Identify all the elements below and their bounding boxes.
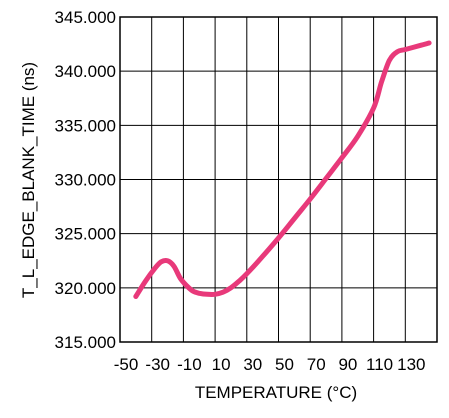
x-tick-label: 110 [366,355,393,374]
x-tick-label: -30 [145,355,170,374]
y-tick-label: 320.000 [55,279,116,298]
y-tick-label: 345.000 [55,8,116,27]
y-tick-label: 325.000 [55,225,116,244]
x-axis-title: TEMPERATURE (°C) [195,383,357,402]
y-tick-label: 335.000 [55,116,116,135]
series-layer [133,40,432,299]
y-tick-labels: 315.000 320.000 325.000 330.000 335.000 340.0… [55,8,116,352]
series-line [133,40,432,299]
y-axis-title: T_L_EDGE_BLANK_TIME (ns) [19,62,38,298]
y-tick-label: 330.000 [55,171,116,190]
x-tick-label: 50 [275,355,294,374]
y-tick-label: 340.000 [55,62,116,81]
y-tick-label: 315.000 [55,333,116,352]
x-tick-label: 70 [307,355,326,374]
x-tick-labels: -50 -30 -10 10 30 50 70 90 110 130 [114,355,426,374]
x-tick-label: 130 [397,355,425,374]
x-tick-label: -50 [114,355,139,374]
x-tick-label: 10 [212,355,231,374]
x-tick-label: 90 [338,355,357,374]
grid [120,17,437,342]
x-tick-label: 30 [243,355,262,374]
x-tick-label: -10 [177,355,202,374]
